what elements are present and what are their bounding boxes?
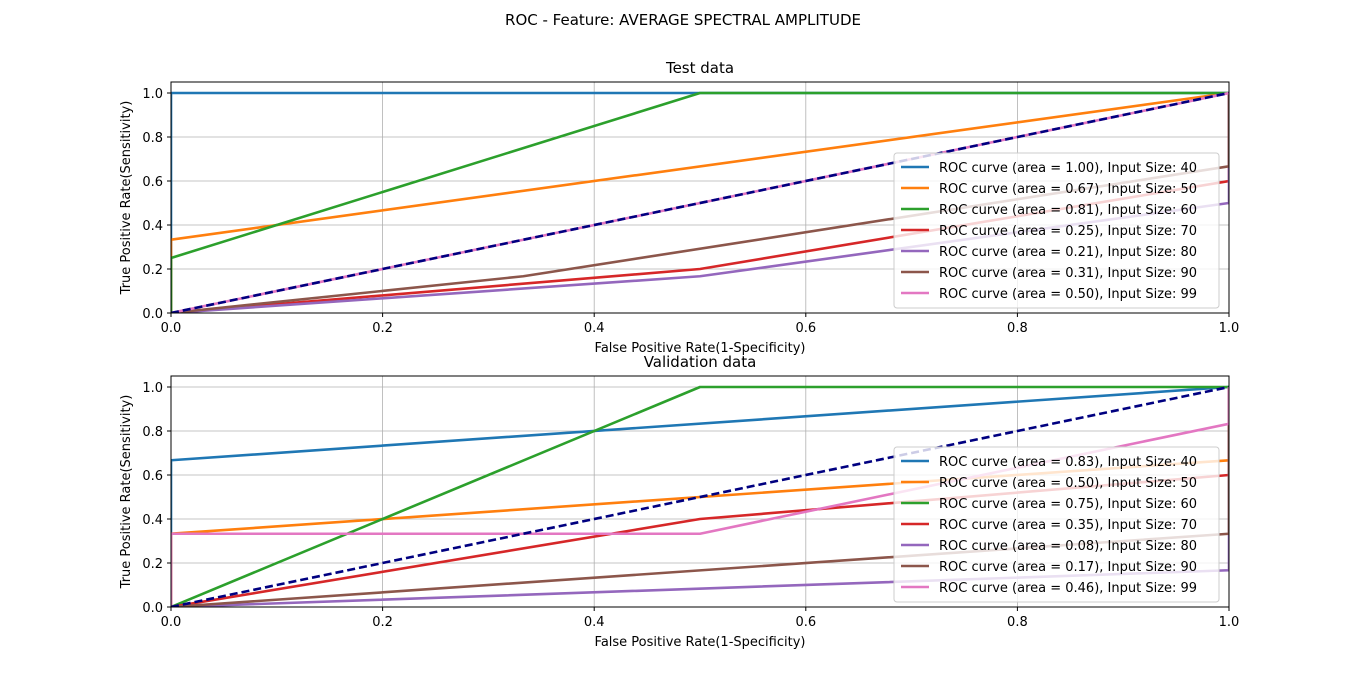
test-xtick-label-5: 1.0 bbox=[1219, 321, 1240, 336]
validation-diagonal-line bbox=[171, 385, 1229, 607]
validation-x-axis-label: False Positive Rate(1-Specificity) bbox=[595, 635, 806, 650]
test-diagonal-line bbox=[171, 91, 1229, 313]
test-xtick-label-2: 0.4 bbox=[584, 321, 605, 336]
test-ytick-label-5: 1.0 bbox=[142, 87, 163, 102]
validation-legend-label-6: ROC curve (area = 0.46), Input Size: 99 bbox=[939, 581, 1197, 596]
validation-chart-title: Validation data bbox=[644, 353, 757, 371]
validation-legend-label-0: ROC curve (area = 0.83), Input Size: 40 bbox=[939, 455, 1197, 470]
test-legend-label-0: ROC curve (area = 1.00), Input Size: 40 bbox=[939, 161, 1197, 176]
test-xtick-label-3: 0.6 bbox=[795, 321, 816, 336]
test-x-axis-label: False Positive Rate(1-Specificity) bbox=[595, 341, 806, 356]
validation-legend-label-5: ROC curve (area = 0.17), Input Size: 90 bbox=[939, 560, 1197, 575]
validation-xtick-label-5: 1.0 bbox=[1219, 615, 1240, 630]
test-legend-label-3: ROC curve (area = 0.25), Input Size: 70 bbox=[939, 224, 1197, 239]
test-y-axis-label: True Positive Rate(Sensitivity) bbox=[119, 101, 134, 296]
figure-suptitle: ROC - Feature: AVERAGE SPECTRAL AMPLITUD… bbox=[505, 11, 861, 29]
validation-ytick-label-1: 0.2 bbox=[142, 557, 163, 572]
test-legend-label-5: ROC curve (area = 0.31), Input Size: 90 bbox=[939, 266, 1197, 281]
test-ytick-label-1: 0.2 bbox=[142, 263, 163, 278]
validation-legend-label-4: ROC curve (area = 0.08), Input Size: 80 bbox=[939, 539, 1197, 554]
test-legend-box bbox=[893, 152, 1220, 309]
validation-ytick-label-0: 0.0 bbox=[142, 601, 163, 616]
validation-ytick-label-2: 0.4 bbox=[142, 513, 163, 528]
validation-legend-label-2: ROC curve (area = 0.75), Input Size: 60 bbox=[939, 497, 1197, 512]
test-xtick-label-4: 0.8 bbox=[1007, 321, 1028, 336]
test-legend-label-1: ROC curve (area = 0.67), Input Size: 50 bbox=[939, 182, 1197, 197]
test-chart-title: Test data bbox=[665, 59, 734, 77]
test-legend: ROC curve (area = 1.00), Input Size: 40 R… bbox=[893, 152, 1220, 309]
test-ytick-label-4: 0.8 bbox=[142, 131, 163, 146]
test-legend-label-6: ROC curve (area = 0.50), Input Size: 99 bbox=[939, 287, 1197, 302]
test-series-line-5 bbox=[171, 93, 1229, 313]
validation-legend-box bbox=[893, 446, 1220, 603]
validation-series-line-6 bbox=[171, 387, 1229, 607]
test-ytick-label-3: 0.6 bbox=[142, 175, 163, 190]
validation-series-line-5 bbox=[171, 387, 1229, 607]
validation-legend: ROC curve (area = 0.83), Input Size: 40 R… bbox=[893, 446, 1220, 603]
test-legend-label-2: ROC curve (area = 0.81), Input Size: 60 bbox=[939, 203, 1197, 218]
validation-legend-label-1: ROC curve (area = 0.50), Input Size: 50 bbox=[939, 476, 1197, 491]
validation-legend-label-3: ROC curve (area = 0.35), Input Size: 70 bbox=[939, 518, 1197, 533]
validation-xtick-label-4: 0.8 bbox=[1007, 615, 1028, 630]
validation-ytick-label-3: 0.6 bbox=[142, 469, 163, 484]
validation-axes-frame bbox=[170, 375, 1230, 608]
test-series-line-2 bbox=[171, 91, 1229, 313]
validation-xtick-label-3: 0.6 bbox=[795, 615, 816, 630]
test-xtick-label-0: 0.0 bbox=[161, 321, 182, 336]
test-legend-label-4: ROC curve (area = 0.21), Input Size: 80 bbox=[939, 245, 1197, 260]
validation-y-axis-label: True Positive Rate(Sensitivity) bbox=[119, 395, 134, 590]
validation-xtick-label-1: 0.2 bbox=[372, 615, 393, 630]
test-axes-frame bbox=[170, 81, 1230, 314]
test-ytick-label-2: 0.4 bbox=[142, 219, 163, 234]
validation-ytick-label-4: 0.8 bbox=[142, 425, 163, 440]
validation-data-chart: 0.0 0.2 0.4 0.6 0.8 1.0 0.0 0.2 0.4 0.6 0.8 1.0 Vali… bbox=[119, 353, 1239, 650]
test-ytick-label-0: 0.0 bbox=[142, 307, 163, 322]
validation-xtick-label-0: 0.0 bbox=[161, 615, 182, 630]
validation-ytick-label-5: 1.0 bbox=[142, 381, 163, 396]
validation-series-line-4 bbox=[171, 387, 1229, 607]
test-xtick-label-1: 0.2 bbox=[372, 321, 393, 336]
validation-xtick-label-2: 0.4 bbox=[584, 615, 605, 630]
test-data-chart: 0.0 0.2 0.4 0.6 0.8 1.0 0.0 0.2 0.4 0.6 0.8 1.0 Test… bbox=[119, 59, 1239, 356]
test-series-line-1 bbox=[171, 91, 1229, 313]
validation-series-line-0 bbox=[171, 385, 1229, 607]
